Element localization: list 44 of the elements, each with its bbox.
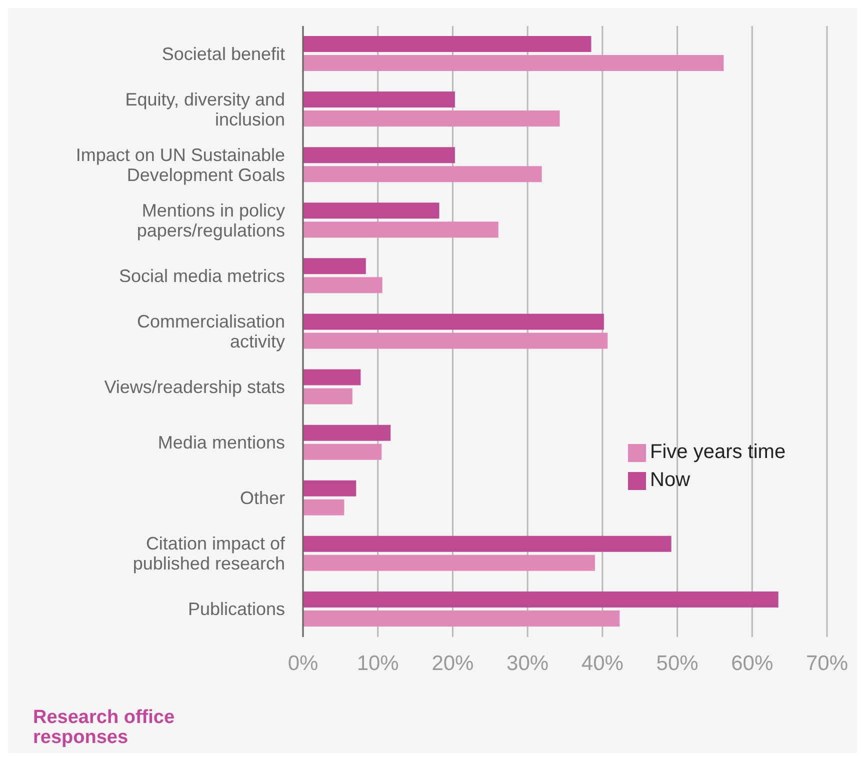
x-tick-label: 50% bbox=[656, 652, 698, 675]
bar bbox=[303, 536, 672, 552]
y-tick-label: Publications bbox=[188, 599, 285, 620]
bar bbox=[303, 424, 391, 441]
y-tick-label: Impact on UN Sustainable Development Goals bbox=[76, 144, 285, 185]
bar bbox=[303, 610, 620, 626]
x-tick-label: 20% bbox=[432, 652, 474, 675]
legend-label: Five years time bbox=[650, 441, 786, 463]
x-tick-label: 40% bbox=[581, 652, 624, 675]
y-tick-label: Mentions in policy papers/regulations bbox=[136, 200, 285, 240]
bar bbox=[303, 499, 344, 516]
x-tick-label: 60% bbox=[731, 652, 774, 675]
bar bbox=[303, 36, 592, 52]
x-tick-label: 0% bbox=[288, 652, 318, 675]
bar bbox=[303, 222, 498, 238]
y-tick-label: Media mentions bbox=[158, 432, 285, 453]
y-tick-label: Commercialisation activity bbox=[136, 312, 285, 352]
bar bbox=[303, 369, 361, 386]
y-tick-label: Views/readership stats bbox=[104, 377, 285, 398]
bar bbox=[303, 314, 604, 330]
bar bbox=[303, 388, 352, 404]
bar bbox=[303, 444, 382, 460]
bar bbox=[303, 202, 440, 219]
bar bbox=[303, 480, 356, 496]
legend-label: Now bbox=[650, 469, 690, 491]
bar bbox=[303, 591, 778, 608]
bar bbox=[303, 277, 382, 294]
y-tick-label: Other bbox=[240, 488, 285, 508]
bar bbox=[303, 147, 455, 164]
bar bbox=[303, 258, 366, 274]
x-tick-label: 70% bbox=[806, 652, 848, 675]
y-tick-label: Equity, diversity and inclusion bbox=[125, 89, 285, 130]
x-axis-title: Research office responses bbox=[33, 707, 176, 748]
x-tick-label: 30% bbox=[506, 652, 549, 675]
x-tick-label: 10% bbox=[356, 652, 399, 675]
y-tick-label: Social media metrics bbox=[118, 266, 285, 286]
bar bbox=[303, 554, 595, 571]
bar bbox=[303, 332, 608, 349]
bar bbox=[303, 55, 724, 71]
bar bbox=[303, 166, 542, 182]
bar bbox=[303, 110, 560, 127]
y-tick-label: Citation impact of published research bbox=[132, 534, 286, 574]
y-tick-label: Societal benefit bbox=[162, 44, 285, 64]
bar bbox=[303, 92, 455, 108]
